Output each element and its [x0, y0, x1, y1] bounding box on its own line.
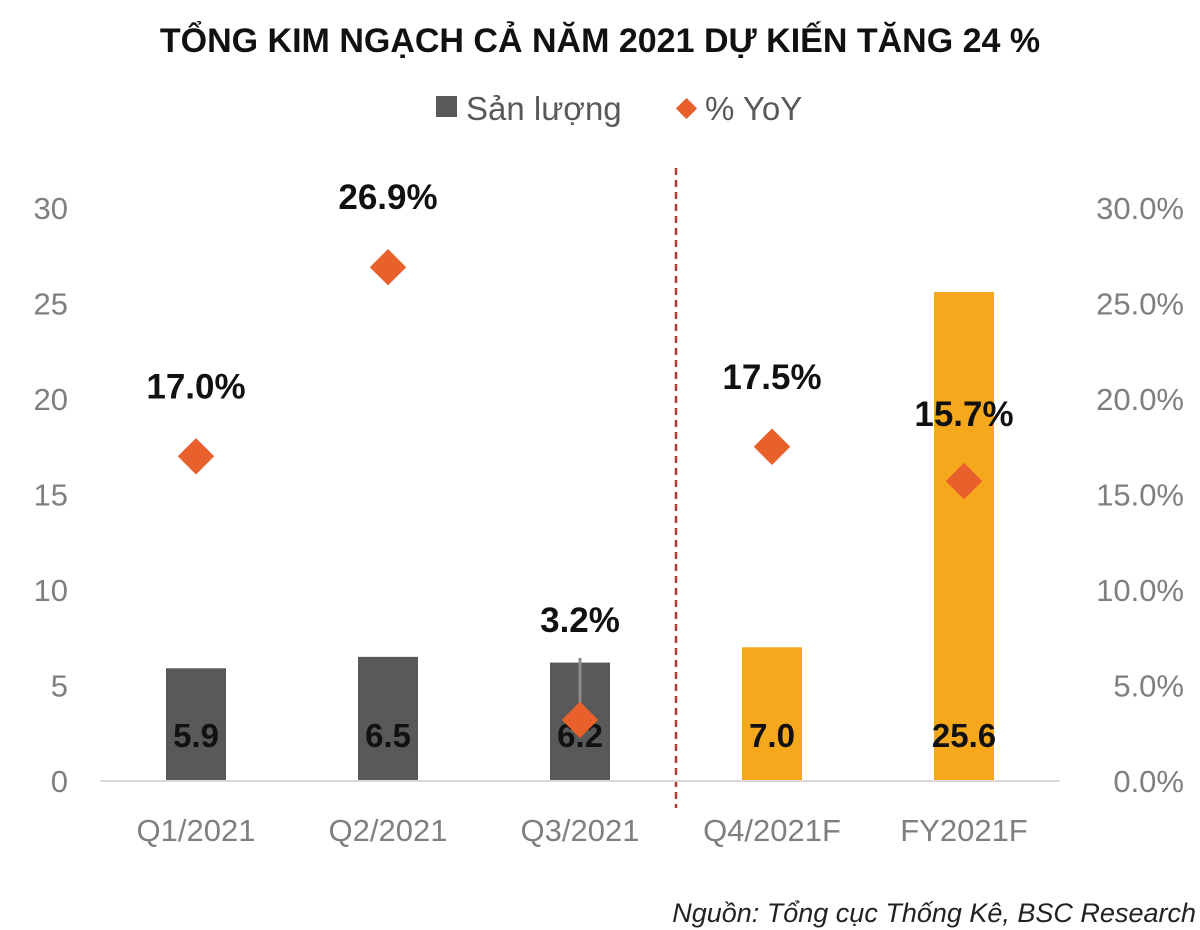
- right-tick-label: 0.0%: [1113, 764, 1184, 799]
- yoy-value-label: 26.9%: [338, 178, 437, 217]
- yoy-value-label: 15.7%: [914, 395, 1013, 434]
- left-tick-label: 25: [34, 287, 68, 322]
- x-tick-label: Q1/2021: [137, 813, 256, 848]
- yoy-marker: [945, 462, 983, 500]
- yoy-value-label: 17.5%: [722, 358, 821, 397]
- bars: 5.96.56.27.025.6: [166, 292, 996, 781]
- x-tick-label: Q2/2021: [329, 813, 448, 848]
- x-axis-labels: Q1/2021 Q2/2021 Q3/2021 Q4/2021F FY2021F: [137, 813, 1028, 848]
- legend-swatch-bar: [436, 96, 457, 117]
- right-tick-label: 20.0%: [1096, 382, 1184, 417]
- chart-title: TỔNG KIM NGẠCH CẢ NĂM 2021 DỰ KIẾN TĂNG …: [160, 22, 1040, 60]
- bar-q42021f: [742, 647, 802, 781]
- bar-q12021: [166, 668, 226, 781]
- left-tick-label: 20: [34, 382, 68, 417]
- legend-label-yoy: % YoY: [705, 90, 802, 127]
- bar-value-label: 6.5: [365, 717, 411, 754]
- right-tick-label: 15.0%: [1096, 478, 1184, 513]
- right-tick-label: 25.0%: [1096, 287, 1184, 322]
- yoy-marker: [369, 249, 407, 286]
- left-axis: 0 5 10 15 20 25 30: [34, 191, 68, 799]
- yoy-marker: [177, 438, 215, 475]
- yoy-value-label: 17.0%: [146, 367, 245, 406]
- left-tick-label: 30: [34, 191, 68, 226]
- right-tick-label: 5.0%: [1113, 669, 1184, 704]
- x-tick-label: FY2021F: [900, 813, 1028, 848]
- x-tick-label: Q4/2021F: [703, 813, 841, 848]
- yoy-marker: [753, 428, 791, 465]
- left-tick-label: 5: [51, 669, 68, 704]
- bar-value-label: 25.6: [932, 717, 996, 754]
- left-tick-label: 0: [51, 764, 68, 799]
- legend: Sản lượng % YoY: [436, 90, 802, 127]
- bar-value-label: 5.9: [173, 717, 219, 754]
- yoy-markers: 17.0% 26.9% 3.2% 17.5% 15.7%: [146, 178, 1014, 739]
- yoy-marker: [561, 701, 599, 739]
- source-note: Nguồn: Tổng cục Thống Kê, BSC Research: [672, 898, 1196, 928]
- yoy-value-label: 3.2%: [540, 601, 620, 640]
- right-tick-label: 30.0%: [1096, 191, 1184, 226]
- left-tick-label: 15: [34, 478, 68, 513]
- legend-swatch-diamond: [675, 97, 698, 120]
- right-tick-label: 10.0%: [1096, 573, 1184, 608]
- x-tick-label: Q3/2021: [521, 813, 640, 848]
- bar-fy2021f: [934, 292, 994, 781]
- left-tick-label: 10: [34, 573, 68, 608]
- bar-q22021: [358, 656, 418, 781]
- legend-label-bar: Sản lượng: [466, 90, 622, 127]
- bar-value-label: 7.0: [749, 717, 795, 754]
- right-axis: 0.0% 5.0% 10.0% 15.0% 20.0% 25.0% 30.0%: [1096, 191, 1184, 799]
